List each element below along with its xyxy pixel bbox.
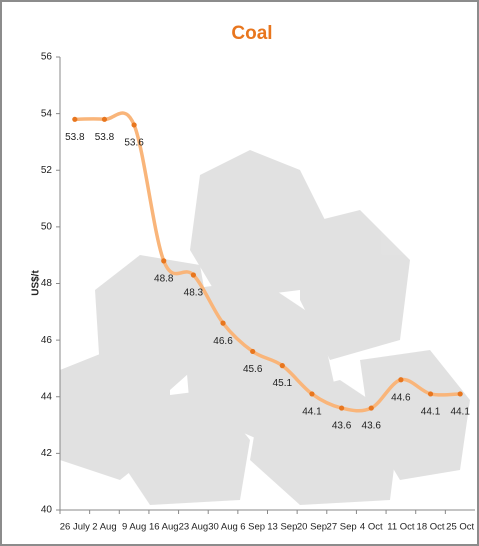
x-tick-label: 6 Sep xyxy=(240,522,265,533)
data-label: 44.1 xyxy=(302,407,322,418)
marker xyxy=(161,258,167,264)
chart-title: Coal xyxy=(231,23,272,44)
x-tick-label: 26 July xyxy=(60,522,90,533)
marker xyxy=(309,391,315,397)
x-tick-label: 2 Aug xyxy=(92,522,116,533)
y-tick-label: 42 xyxy=(41,448,53,459)
data-label: 53.6 xyxy=(124,138,144,149)
marker xyxy=(72,116,78,122)
x-tick-label: 9 Aug xyxy=(122,522,146,533)
background-image xyxy=(60,150,470,505)
data-label: 44.1 xyxy=(421,407,441,418)
data-label: 43.6 xyxy=(332,421,352,432)
marker xyxy=(131,122,137,128)
y-tick-label: 54 xyxy=(41,108,53,119)
marker xyxy=(339,405,345,411)
marker xyxy=(190,272,196,278)
data-label: 44.1 xyxy=(450,407,470,418)
x-tick-label: 23 Aug xyxy=(179,522,209,533)
x-tick-label: 30 Aug xyxy=(208,522,238,533)
x-tick-label: 27 Sep xyxy=(327,522,357,533)
marker xyxy=(457,391,463,397)
marker xyxy=(101,116,108,122)
data-label: 43.6 xyxy=(362,421,382,432)
data-label: 53.8 xyxy=(95,132,115,143)
marker xyxy=(220,320,226,326)
marker xyxy=(250,348,256,355)
data-label: 46.6 xyxy=(213,336,233,347)
y-tick-label: 48 xyxy=(41,278,53,289)
marker xyxy=(427,391,434,397)
x-tick-label: 18 Oct xyxy=(417,522,445,533)
y-tick-label: 56 xyxy=(41,52,53,63)
y-tick-label: 46 xyxy=(41,335,53,346)
marker xyxy=(398,377,404,383)
data-label: 45.6 xyxy=(243,364,263,375)
line xyxy=(74,111,461,413)
x-tick-label: 13 Sep xyxy=(267,522,297,533)
x-tick-label: 4 Oct xyxy=(360,522,383,533)
y-tick-label: 44 xyxy=(41,391,53,402)
y-tick-label: 52 xyxy=(41,165,53,176)
marker xyxy=(368,405,374,411)
data-label: 53.8 xyxy=(65,132,85,143)
y-tick-label: 40 xyxy=(41,505,53,516)
data-label: 48.8 xyxy=(154,273,174,284)
y-axis-label: US$/t xyxy=(31,270,42,296)
data-label: 48.3 xyxy=(184,288,204,299)
x-tick-label: 20 Sep xyxy=(297,522,327,533)
x-tick-label: 11 Oct xyxy=(387,522,415,533)
data-label: 45.1 xyxy=(273,378,293,389)
data-label: 44.6 xyxy=(391,392,411,403)
marker xyxy=(279,363,285,369)
y-tick-label: 50 xyxy=(41,222,53,233)
x-tick-label: 25 Oct xyxy=(446,522,474,533)
x-tick-label: 16 Aug xyxy=(149,522,179,533)
